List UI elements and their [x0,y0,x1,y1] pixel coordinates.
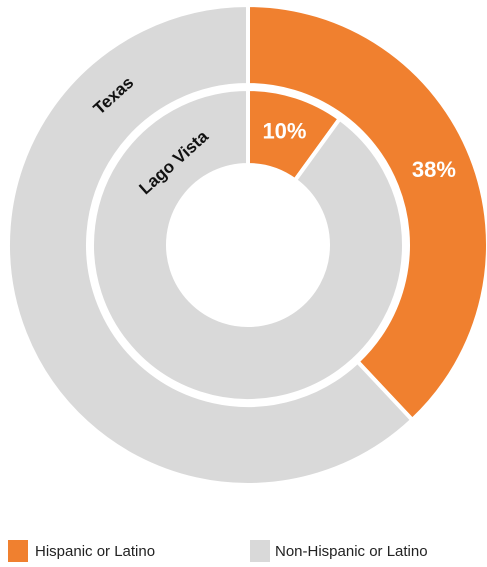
value-label: 38% [412,157,456,182]
legend-label: Hispanic or Latino [35,543,155,560]
legend-label: Non-Hispanic or Latino [275,543,428,560]
donut-segment [246,2,487,423]
legend-swatch [250,540,270,562]
legend-swatch [8,540,28,562]
value-label: 10% [262,119,306,144]
donut-segment [90,86,406,403]
donut-segment [6,2,416,487]
